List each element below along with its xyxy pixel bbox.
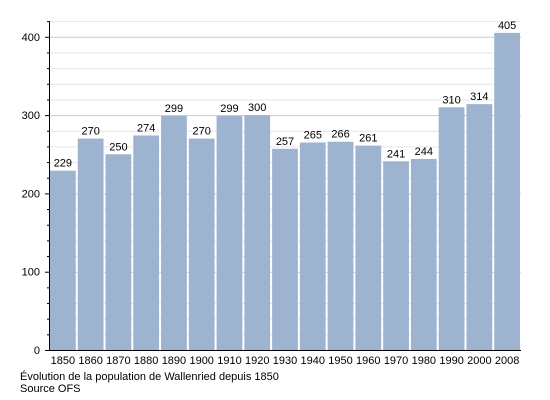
x-tick-label: 1870 <box>106 355 130 367</box>
bar <box>466 104 493 350</box>
x-tick-label: 1940 <box>301 355 325 367</box>
bars <box>50 32 520 351</box>
bar <box>105 154 132 350</box>
x-tick-label: 1930 <box>273 355 297 367</box>
x-tick-label: 1860 <box>78 355 102 367</box>
bar <box>299 142 326 350</box>
bar-value-label: 257 <box>276 136 294 148</box>
chart-caption-title: Évolution de la population de Wallenried… <box>20 371 279 383</box>
chart-caption-source: Source OFS <box>20 383 81 395</box>
bar-value-label: 314 <box>470 91 488 103</box>
x-tick-label: 1980 <box>412 355 436 367</box>
x-tick-label: 1960 <box>356 355 380 367</box>
y-tick-label: 200 <box>22 188 40 200</box>
x-tick-label: 1850 <box>51 355 75 367</box>
bar-value-label: 299 <box>220 103 238 115</box>
data-labels: 229 270 250 274 299 270 299 300 257 265 266 261 241 2… <box>54 20 517 170</box>
bar <box>50 170 76 350</box>
y-tick-label: 100 <box>22 267 40 279</box>
bar-value-label: 229 <box>54 158 72 170</box>
x-tick-label: 2008 <box>495 355 519 367</box>
bar-value-label: 261 <box>359 133 377 145</box>
bar <box>327 141 354 350</box>
bar <box>188 138 215 350</box>
bar <box>272 148 298 350</box>
x-tick-label: 1880 <box>134 355 158 367</box>
bar <box>216 115 243 351</box>
bar <box>494 32 520 350</box>
x-tick-label: 1970 <box>384 355 408 367</box>
bar <box>133 135 160 350</box>
x-tick-label: 2000 <box>467 355 491 367</box>
bar-value-label: 274 <box>137 122 155 134</box>
bar <box>410 158 437 350</box>
bar <box>355 145 382 350</box>
x-tick-label: 1950 <box>328 355 352 367</box>
bar <box>383 161 409 350</box>
bar-value-label: 270 <box>81 126 99 138</box>
bar-value-label: 270 <box>193 126 211 138</box>
bar-value-label: 405 <box>498 20 516 32</box>
bar-value-label: 266 <box>331 129 349 141</box>
y-tick-label: 300 <box>22 110 40 122</box>
bar-value-label: 250 <box>109 141 127 153</box>
bar-value-label: 300 <box>248 102 266 114</box>
bar <box>244 115 271 350</box>
bar-value-label: 244 <box>415 146 433 158</box>
x-tick-label: 1900 <box>189 355 213 367</box>
bar-value-label: 241 <box>387 148 405 160</box>
bar-value-label: 310 <box>442 94 460 106</box>
bar-value-label: 265 <box>304 130 322 142</box>
x-tick-label: 1920 <box>245 355 269 367</box>
x-tick-label: 1990 <box>439 355 463 367</box>
x-tick-label: 1910 <box>217 355 241 367</box>
y-tick-label: 0 <box>34 345 40 357</box>
bar <box>77 138 104 350</box>
bar <box>438 107 465 351</box>
x-tick-label: 1890 <box>162 355 186 367</box>
y-tick-label: 400 <box>22 32 40 44</box>
bar-value-label: 299 <box>165 103 183 115</box>
bar <box>161 115 187 351</box>
